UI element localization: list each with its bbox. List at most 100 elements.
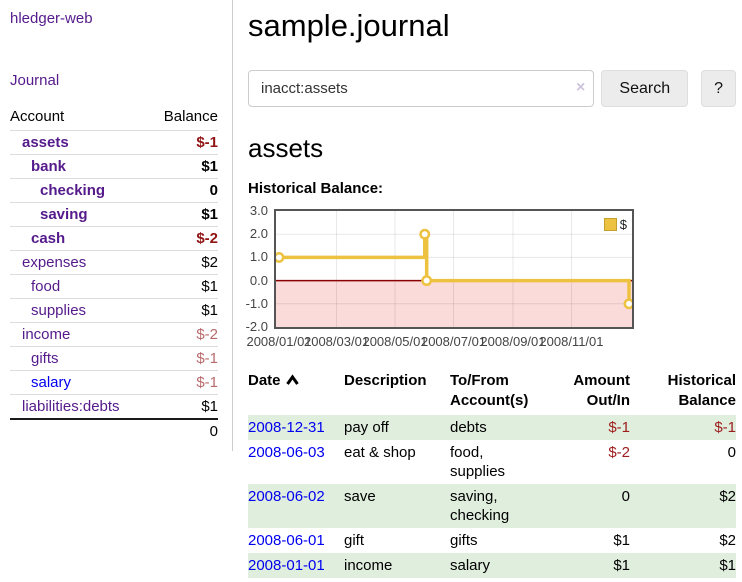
- sidebar-account-gifts[interactable]: gifts: [31, 350, 59, 367]
- sidebar: hledger-web Journal Account Balance asse…: [0, 0, 233, 451]
- legend-swatch-icon: [603, 218, 617, 231]
- sidebar-account-bank[interactable]: bank: [31, 158, 67, 175]
- account-balance: $1: [149, 154, 218, 179]
- transaction-date-link[interactable]: 2008-01-01: [248, 557, 325, 574]
- search-button[interactable]: Search: [601, 70, 689, 107]
- clear-search-icon[interactable]: ×: [576, 79, 586, 96]
- search-box: ×: [248, 70, 595, 107]
- account-balance: $-1: [149, 130, 218, 155]
- account-row: assets $-1: [10, 130, 218, 155]
- x-axis-tick-label: 2008/01/01: [246, 334, 312, 349]
- account-row: cash $-2: [10, 226, 218, 251]
- transaction-date-link[interactable]: 2008-06-03: [248, 444, 325, 461]
- column-header-date: Date: [248, 369, 344, 415]
- sidebar-account-checking[interactable]: checking: [40, 182, 106, 199]
- account-row: expenses $2: [10, 250, 218, 275]
- accounts-header-account: Account: [10, 108, 65, 125]
- y-axis-tick-label: 0.0: [249, 272, 268, 288]
- transaction-amount: $-2: [608, 444, 630, 461]
- column-header-amount: Amount Out/In: [573, 372, 630, 409]
- transaction-row: 2008-12-31 pay off debts $-1 $-1: [248, 415, 736, 440]
- transaction-description: gift: [344, 532, 365, 549]
- chart-legend: $: [603, 217, 627, 232]
- transaction-amount: $-1: [608, 419, 630, 436]
- accounts-total-value: 0: [149, 418, 218, 443]
- transaction-accounts: debts: [450, 419, 487, 436]
- accounts-header-balance: Balance: [163, 108, 218, 125]
- search-form: × Search ?: [248, 70, 736, 107]
- transaction-balance: $1: [719, 557, 736, 574]
- sidebar-account-liabilities:debts[interactable]: liabilities:debts: [22, 398, 120, 415]
- transaction-balance: $2: [719, 532, 736, 549]
- sidebar-account-salary[interactable]: salary: [31, 374, 72, 391]
- account-row: food $1: [10, 274, 218, 299]
- y-axis-tick-label: 3.0: [249, 203, 268, 218]
- transaction-amount: 0: [621, 488, 630, 505]
- x-axis-tick-label: 2008/03/01: [303, 334, 370, 349]
- account-balance: $1: [149, 274, 218, 299]
- accounts-total-row: 0: [10, 418, 218, 443]
- account-row: supplies $1: [10, 298, 218, 323]
- accounts-table: Account Balance assets $-1 bank $1 checking 0…: [10, 108, 218, 443]
- transaction-description: pay off: [344, 419, 389, 436]
- x-axis-tick-label: 2008/07/01: [420, 334, 487, 349]
- transaction-accounts: gifts: [450, 532, 478, 549]
- transaction-date-link[interactable]: 2008-12-31: [248, 419, 325, 436]
- page-title: sample.journal: [248, 8, 450, 43]
- column-header-accounts: To/From Account(s): [450, 372, 529, 409]
- transaction-balance: $-1: [714, 419, 736, 436]
- transaction-accounts: food, supplies: [450, 444, 506, 480]
- y-axis-tick-label: -1.0: [245, 295, 268, 311]
- transaction-date-link[interactable]: 2008-06-02: [248, 488, 325, 505]
- transaction-date-link[interactable]: 2008-06-01: [248, 532, 325, 549]
- sidebar-account-supplies[interactable]: supplies: [31, 302, 87, 319]
- sidebar-account-saving[interactable]: saving: [40, 206, 88, 223]
- account-balance: $-2: [149, 226, 218, 251]
- x-axis-tick-label: 2008/05/01: [362, 334, 428, 349]
- main-content: sample.journal × Search ? assets Histori…: [246, 0, 736, 578]
- x-axis-tick-label: 2008/09/01: [480, 334, 546, 349]
- account-balance: $1: [149, 298, 218, 323]
- account-balance: $1: [149, 202, 218, 227]
- sidebar-account-food[interactable]: food: [31, 278, 61, 295]
- register-header-row: Date Description To/From Account(s) Amou…: [248, 369, 736, 415]
- column-header-balance: Historical Balance: [667, 372, 736, 409]
- app-title-link[interactable]: hledger-web: [10, 10, 93, 27]
- sort-ascending-icon: [285, 374, 299, 385]
- sidebar-item-journal[interactable]: Journal: [10, 72, 60, 89]
- account-row: income $-2: [10, 322, 218, 347]
- account-balance: $2: [149, 250, 218, 275]
- account-heading: assets: [248, 133, 324, 163]
- help-button[interactable]: ?: [701, 70, 736, 107]
- transaction-description: income: [344, 557, 393, 574]
- balance-chart: $ 3.0 2.0 1.0 0.0 -1.0 -2.0 2008/01/01 2008/03…: [246, 203, 736, 353]
- transaction-row: 2008-06-01 gift gifts $1 $2: [248, 528, 736, 553]
- account-row: liabilities:debts $1: [10, 394, 218, 419]
- sidebar-account-expenses[interactable]: expenses: [22, 254, 87, 271]
- transaction-row: 2008-06-02 save saving, checking 0 $2: [248, 484, 736, 528]
- chart-title: Historical Balance:: [248, 180, 384, 197]
- chart-plot-area[interactable]: $: [274, 209, 634, 329]
- column-header-description: Description: [344, 372, 427, 389]
- y-axis-tick-label: -2.0: [245, 319, 268, 334]
- account-row: bank $1: [10, 154, 218, 179]
- legend-label: $: [619, 217, 627, 232]
- sidebar-account-assets[interactable]: assets: [22, 134, 69, 151]
- y-axis-tick-label: 1.0: [249, 249, 268, 265]
- transaction-description: eat & shop: [344, 444, 416, 461]
- transaction-accounts: saving, checking: [450, 488, 510, 524]
- transaction-amount: $1: [613, 557, 630, 574]
- account-row: checking 0: [10, 178, 218, 203]
- account-row: saving $1: [10, 202, 218, 227]
- transaction-amount: $1: [613, 532, 630, 549]
- x-axis-tick-label: 2008/11/01: [539, 334, 604, 349]
- account-balance: $-2: [149, 322, 218, 347]
- sidebar-account-income[interactable]: income: [22, 326, 71, 343]
- y-axis-tick-label: 2.0: [249, 226, 268, 242]
- account-balance: $1: [149, 394, 218, 419]
- sidebar-account-cash[interactable]: cash: [31, 230, 66, 247]
- account-row: gifts $-1: [10, 346, 218, 371]
- transaction-balance: $2: [719, 488, 736, 505]
- transaction-balance: 0: [727, 444, 736, 461]
- search-input[interactable]: [248, 70, 595, 107]
